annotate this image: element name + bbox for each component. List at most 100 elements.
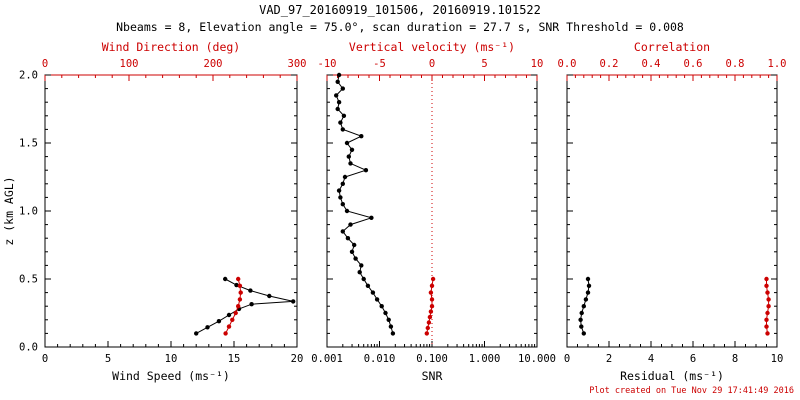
wind-speed-point xyxy=(234,282,239,288)
wind-speed-point xyxy=(194,331,199,336)
vertical-velocity-point xyxy=(429,283,435,288)
snr-profile-point xyxy=(346,154,351,159)
y-tick-label: 0.0 xyxy=(19,342,38,354)
wind-direction-point xyxy=(233,310,238,316)
vertical-velocity-line xyxy=(426,278,434,334)
bottom-axis-title: Residual (ms⁻¹) xyxy=(620,369,724,383)
vertical-velocity-point xyxy=(426,320,432,325)
wind-speed-point xyxy=(248,288,253,293)
wind-direction-point xyxy=(236,304,241,309)
wind-direction-point xyxy=(223,331,228,336)
snr-profile-point xyxy=(345,236,351,241)
bottom-tick-label: 5 xyxy=(105,353,111,365)
snr-profile-point xyxy=(363,168,369,173)
correlation-point xyxy=(764,324,769,329)
wind-speed-direction-panel: 0.0 0.5 1.0 1.5 2.0 z (km AGL) 0 5 10 15 20 Wind Sp… xyxy=(2,40,306,383)
snr-profile-point xyxy=(338,120,343,125)
snr-profile-point xyxy=(335,106,340,112)
correlation-point xyxy=(766,297,771,302)
wind-speed-point xyxy=(267,293,272,299)
top-tick-label: 200 xyxy=(204,58,223,70)
snr-profile-point xyxy=(369,215,374,220)
snr-profile-point xyxy=(344,140,350,146)
correlation-point xyxy=(764,317,769,322)
vertical-velocity-point xyxy=(429,304,435,309)
vertical-velocity-point xyxy=(428,290,434,295)
residual-point xyxy=(586,283,592,288)
plot-created-timestamp: Plot created on Tue Nov 29 17:41:49 2016 xyxy=(589,386,794,396)
y-tick-label: 0.5 xyxy=(19,274,38,286)
bottom-axis-title: SNR xyxy=(422,369,443,383)
bottom-tick-label: 0.100 xyxy=(416,353,448,365)
snr-profile-point xyxy=(365,283,371,288)
residual-correlation-panel: 0 2 4 6 8 10 Residual (ms⁻¹) 0.0 0.2 0.4 0.6 0.8 1.0… xyxy=(558,40,787,383)
bottom-tick-label: 4 xyxy=(648,353,654,365)
bottom-tick-label: 6 xyxy=(690,353,696,365)
snr-profile-point xyxy=(340,127,345,132)
snr-profile-point xyxy=(374,297,380,302)
residual-point xyxy=(581,331,586,336)
wind-direction-point xyxy=(236,276,241,282)
vertical-velocity-point xyxy=(427,314,433,320)
bottom-tick-label: 20 xyxy=(291,353,304,365)
bottom-axis-title: Wind Speed (ms⁻¹) xyxy=(112,369,230,383)
snr-profile-point xyxy=(340,202,345,207)
residual-point xyxy=(581,304,586,309)
correlation-point xyxy=(766,304,771,309)
top-tick-label: 300 xyxy=(288,58,307,70)
y-tick-label: 1.0 xyxy=(19,206,38,218)
bottom-tick-label: 2 xyxy=(606,353,612,365)
wind-speed-point xyxy=(205,325,210,330)
snr-profile-point xyxy=(334,93,339,98)
vertical-velocity-point xyxy=(429,297,435,302)
top-tick-label: 0.6 xyxy=(684,58,703,70)
wind-speed-point xyxy=(216,319,222,324)
snr-profile-point xyxy=(353,256,358,261)
snr-profile-point xyxy=(357,270,362,275)
top-tick-label: 0.4 xyxy=(642,58,661,70)
snr-profile-point xyxy=(359,134,364,139)
bottom-tick-label: 1.000 xyxy=(469,353,501,365)
snr-profile-point xyxy=(348,161,353,166)
residual-point xyxy=(583,297,589,302)
bottom-tick-label: 0.001 xyxy=(311,353,343,365)
bottom-tick-label: 15 xyxy=(228,353,241,365)
vertical-velocity-point xyxy=(424,331,429,336)
residual-point xyxy=(585,276,591,282)
snr-profile-point xyxy=(359,263,364,268)
snr-profile-point xyxy=(383,310,388,316)
correlation-point xyxy=(764,283,769,288)
snr-profile-point xyxy=(338,195,343,200)
snr-profile-point xyxy=(336,188,342,193)
snr-profile-point xyxy=(370,290,376,295)
snr-profile-point xyxy=(349,249,355,254)
snr-profile-point xyxy=(340,181,345,186)
residual-point xyxy=(578,317,583,322)
snr-profile-point xyxy=(341,113,347,119)
snr-profile-point xyxy=(361,276,366,282)
bottom-tick-label: 10 xyxy=(771,353,784,365)
wind-direction-point xyxy=(230,317,235,322)
snr-profile-point xyxy=(386,317,391,322)
residual-point xyxy=(579,310,584,316)
bottom-tick-label: 8 xyxy=(732,353,738,365)
snr-profile-point xyxy=(379,304,384,309)
wind-speed-point xyxy=(226,312,232,318)
panel-frame xyxy=(44,74,298,348)
bottom-tick-label: 0 xyxy=(564,353,570,365)
correlation-point xyxy=(765,310,770,316)
vertical-velocity-point xyxy=(425,325,430,331)
bottom-tick-label: 0.010 xyxy=(364,353,396,365)
bottom-tick-label: 10.000 xyxy=(518,353,556,365)
correlation-point xyxy=(764,276,769,282)
residual-point xyxy=(585,290,591,295)
y-tick-label: 2.0 xyxy=(19,70,38,82)
top-tick-label: 0.0 xyxy=(558,58,577,70)
wind-speed-point xyxy=(291,299,296,304)
snr-profile-point xyxy=(390,331,396,336)
plot-subtitle: Nbeams = 8, Elevation angle = 75.0°, sca… xyxy=(116,20,684,34)
wind-direction-point xyxy=(238,290,243,295)
top-tick-label: 100 xyxy=(120,58,139,70)
top-tick-label: -5 xyxy=(373,58,386,70)
